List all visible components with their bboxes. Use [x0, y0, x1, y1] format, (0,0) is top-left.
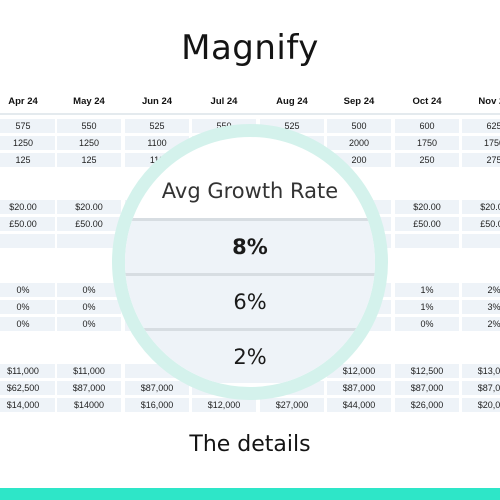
table-cell: 125 — [0, 153, 55, 167]
table-cell: 0% — [57, 300, 121, 314]
table-cell: $44,000 — [327, 398, 391, 412]
table-cell: $87,000 — [395, 381, 459, 395]
table-cell: $20.00 — [462, 200, 500, 214]
table-cell: $20.00 — [395, 200, 459, 214]
table-cell: $20.00 — [57, 200, 121, 214]
table-cell: 1% — [395, 300, 459, 314]
table-cell — [0, 234, 55, 248]
table-cell: $12,000 — [192, 398, 256, 412]
table-cell: 500 — [327, 119, 391, 133]
table-cell: 0% — [0, 300, 55, 314]
magnifier-lens: Avg Growth Rate 8% 6% 2% — [112, 124, 388, 400]
table-cell: 2% — [462, 317, 500, 331]
table-cell: 0% — [395, 317, 459, 331]
table-cell: $26,000 — [395, 398, 459, 412]
column-header: Nov 24 — [478, 96, 500, 107]
table-cell: $14,000 — [0, 398, 55, 412]
magnified-content: Avg Growth Rate 8% 6% 2% — [125, 137, 375, 387]
header-divider — [0, 113, 500, 115]
table-cell: 2000 — [327, 136, 391, 150]
magnified-separator — [125, 273, 375, 276]
table-cell: $20.00 — [0, 200, 55, 214]
column-header: May 24 — [73, 96, 105, 107]
column-header: Jun 24 — [141, 96, 173, 107]
table-cell: $12,500 — [395, 364, 459, 378]
magnified-separator — [125, 218, 375, 221]
table-cell: £50.00 — [462, 217, 500, 231]
table-cell: £50.00 — [0, 217, 55, 231]
table-cell — [57, 234, 121, 248]
table-cell: 0% — [0, 283, 55, 297]
table-cell: $27,000 — [260, 398, 324, 412]
table-cell: 550 — [57, 119, 121, 133]
column-header: Apr 24 — [8, 96, 38, 107]
table-cell: £50.00 — [395, 217, 459, 231]
table-cell: $11,000 — [57, 364, 121, 378]
magnified-separator — [125, 328, 375, 331]
table-cell: $16,000 — [125, 398, 189, 412]
table-cell: $20,000 — [462, 398, 500, 412]
table-cell: 2% — [462, 283, 500, 297]
table-cell — [395, 234, 459, 248]
table-cell: $13,000 — [462, 364, 500, 378]
magnified-row — [125, 221, 375, 273]
table-cell: $87,000 — [57, 381, 121, 395]
accent-bar — [0, 488, 500, 500]
table-cell: 125 — [57, 153, 121, 167]
magnified-column-header: Avg Growth Rate — [161, 179, 339, 203]
page-title: Magnify — [181, 28, 319, 68]
table-cell: $87,000 — [462, 381, 500, 395]
table-cell — [462, 234, 500, 248]
table-cell: $62,500 — [0, 381, 55, 395]
table-cell: $87,000 — [125, 381, 189, 395]
column-header: Aug 24 — [276, 96, 308, 107]
table-cell: 0% — [57, 317, 121, 331]
table-cell: $11,000 — [0, 364, 55, 378]
magnified-row — [125, 276, 375, 328]
table-cell: 1250 — [57, 136, 121, 150]
magnified-row — [125, 331, 375, 383]
table-cell: 0% — [0, 317, 55, 331]
table-cell: 625 — [462, 119, 500, 133]
table-cell: 1750 — [462, 136, 500, 150]
footer-caption: The details — [189, 432, 311, 457]
table-cell: 0% — [57, 283, 121, 297]
table-cell: 525 — [125, 119, 189, 133]
column-header: Jul 24 — [210, 96, 238, 107]
table-cell: 575 — [0, 119, 55, 133]
table-cell: 275 — [462, 153, 500, 167]
table-cell: 3% — [462, 300, 500, 314]
magnified-value: 2% — [233, 345, 267, 369]
table-cell: £50.00 — [57, 217, 121, 231]
table-cell: 1750 — [395, 136, 459, 150]
column-header: Oct 24 — [412, 96, 442, 107]
table-cell: $87,000 — [327, 381, 391, 395]
table-cell: 1% — [395, 283, 459, 297]
table-cell: $14000 — [57, 398, 121, 412]
magnified-value: 6% — [233, 290, 267, 314]
magnified-value: 8% — [232, 235, 268, 259]
table-cell: 1250 — [0, 136, 55, 150]
table-cell: 600 — [395, 119, 459, 133]
table-cell: 250 — [395, 153, 459, 167]
column-header: Sep 24 — [343, 96, 375, 107]
